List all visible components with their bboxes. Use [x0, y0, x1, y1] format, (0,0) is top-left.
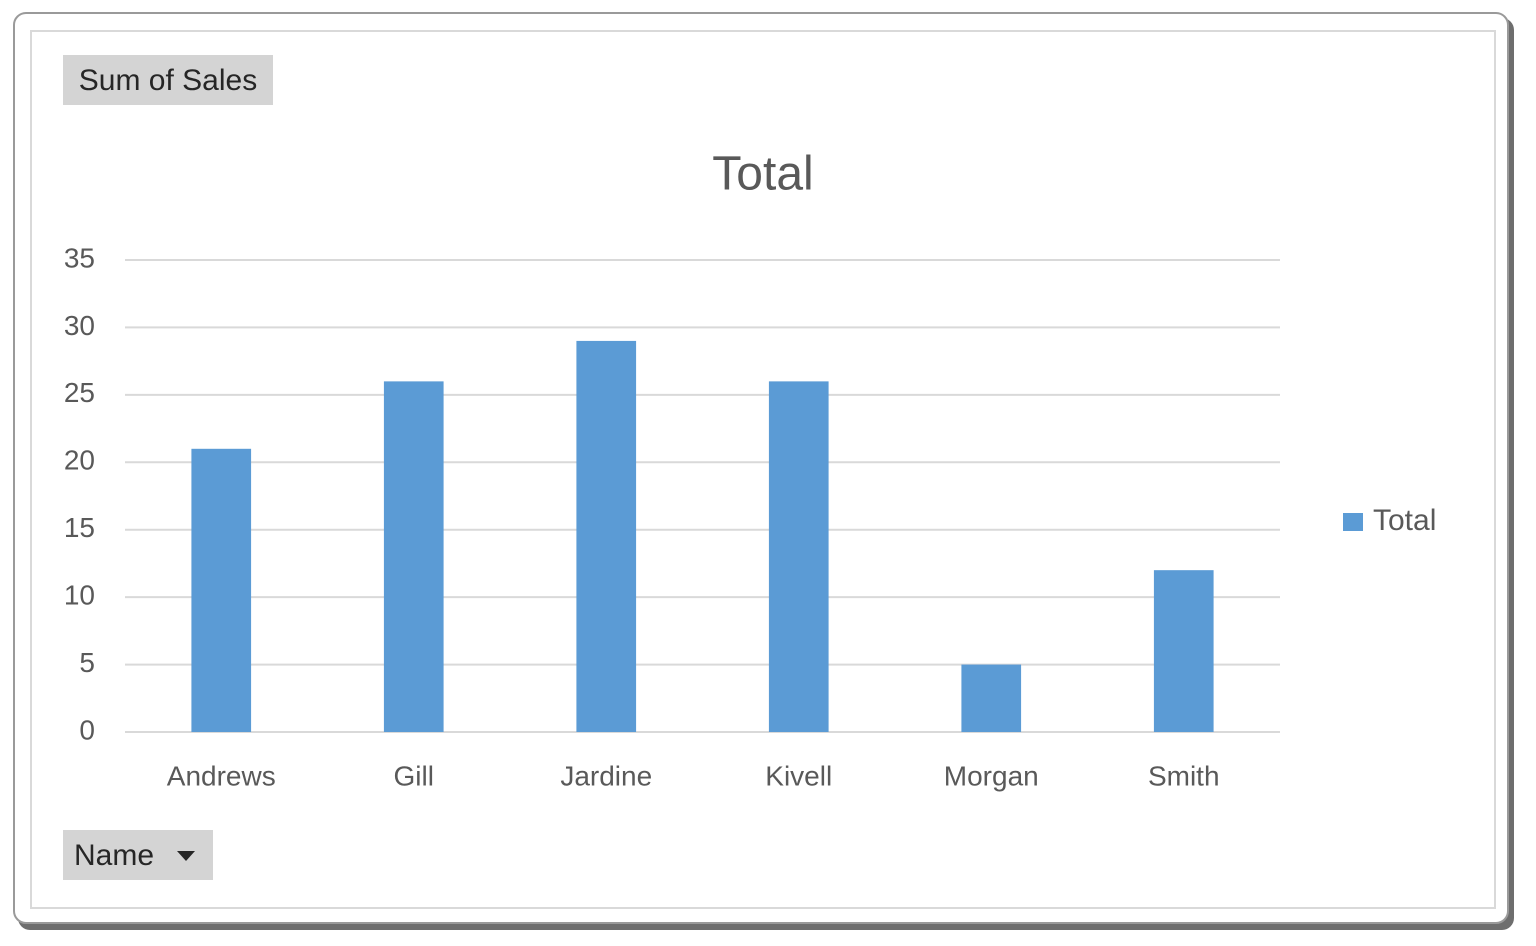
bar: [383, 381, 444, 732]
bar: [768, 381, 829, 732]
button-bg: [63, 55, 273, 105]
chart-title: Total: [712, 148, 813, 201]
value-field-button[interactable]: Sum of Sales: [63, 55, 273, 105]
x-tick-label: Gill: [394, 760, 434, 791]
x-tick-label: Kivell: [765, 760, 832, 791]
y-tick-label: 5: [79, 647, 95, 678]
axis-field-label: Name: [74, 839, 154, 872]
legend-label: Total: [1373, 504, 1436, 537]
axis-field-button[interactable]: Name: [63, 830, 213, 880]
legend-swatch: [1343, 513, 1363, 531]
y-tick-label: 0: [79, 714, 95, 745]
dropdown-arrow: [177, 851, 195, 861]
bar: [576, 340, 637, 732]
bar: [191, 448, 252, 732]
y-tick-label: 15: [64, 512, 95, 543]
y-tick-label: 35: [64, 242, 95, 273]
chart-area: [30, 30, 1496, 909]
bar: [961, 664, 1022, 732]
value-field-label: Sum of Sales: [79, 64, 257, 97]
y-tick-label: 20: [64, 445, 95, 476]
y-tick-label: 25: [64, 377, 95, 408]
x-tick-label: Andrews: [167, 760, 276, 791]
y-tick-label: 10: [64, 580, 95, 611]
y-tick-label: 30: [64, 310, 95, 341]
bar: [1153, 570, 1214, 732]
x-tick-label: Smith: [1148, 760, 1220, 791]
x-tick-label: Morgan: [944, 760, 1039, 791]
x-tick-label: Jardine: [560, 760, 652, 791]
